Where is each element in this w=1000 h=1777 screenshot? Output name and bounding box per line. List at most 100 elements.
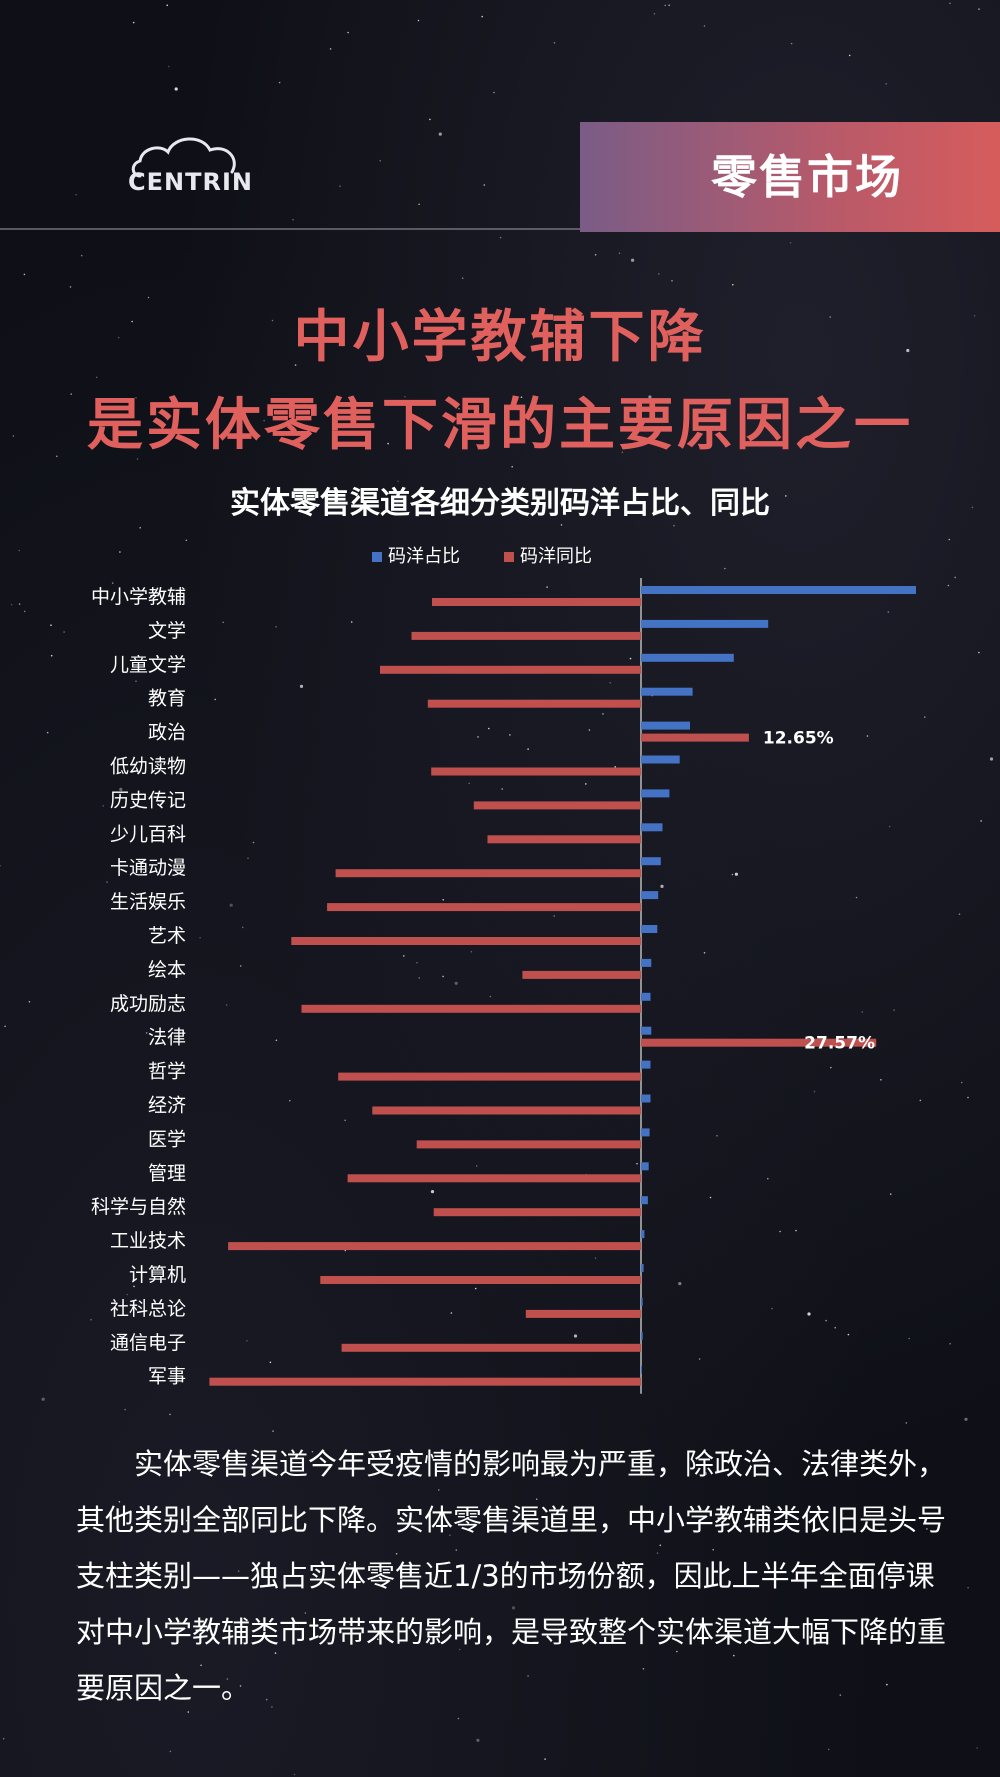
category-label: 低幼读物 — [110, 756, 186, 778]
yoy-bar — [338, 1072, 641, 1081]
star — [274, 1652, 277, 1654]
star — [396, 503, 399, 506]
star — [133, 1285, 135, 1288]
star — [618, 252, 621, 255]
star — [185, 1519, 188, 1522]
centrin-logo: CENTRIN — [122, 128, 262, 218]
category-label: 中小学教辅 — [91, 586, 186, 608]
star — [636, 1162, 638, 1165]
star — [789, 242, 792, 244]
star — [908, 1337, 910, 1340]
bar-chart: 码洋占比 码洋同比中小学教辅文学儿童文学教育政治低幼读物历史传记少儿百科卡通动漫生… — [91, 546, 916, 1394]
star — [731, 873, 734, 876]
star — [958, 913, 961, 915]
star — [767, 1177, 769, 1180]
star — [139, 527, 141, 529]
star — [10, 603, 13, 606]
star — [926, 1528, 928, 1530]
share-bar — [641, 1060, 651, 1069]
star — [866, 735, 869, 737]
star — [553, 915, 555, 917]
star — [628, 420, 631, 423]
star — [247, 857, 249, 859]
star — [989, 757, 994, 761]
star — [501, 788, 504, 790]
star — [565, 324, 568, 327]
star — [132, 21, 135, 24]
share-bar — [641, 823, 663, 832]
yoy-bar — [433, 1208, 641, 1217]
star — [660, 884, 664, 889]
star — [183, 1167, 185, 1170]
star — [95, 376, 98, 379]
share-bar — [641, 1196, 648, 1205]
headline-line-1: 中小学教辅下降 — [293, 305, 707, 370]
star — [455, 1549, 458, 1551]
star — [614, 766, 616, 768]
star — [131, 320, 133, 323]
star — [709, 1196, 712, 1199]
cloud-icon — [131, 137, 236, 178]
star — [785, 495, 787, 497]
star — [664, 4, 666, 7]
star — [233, 436, 236, 439]
star — [299, 684, 304, 689]
star — [304, 1612, 307, 1614]
star — [135, 680, 137, 682]
star — [703, 952, 706, 954]
star — [949, 1342, 951, 1345]
category-label: 文学 — [148, 620, 186, 642]
star — [119, 787, 123, 792]
star — [126, 1293, 128, 1296]
category-label: 生活娱乐 — [110, 891, 186, 913]
star — [602, 713, 604, 715]
star — [493, 91, 495, 94]
star — [698, 1358, 701, 1360]
star — [269, 1361, 272, 1364]
star — [289, 1099, 291, 1102]
star — [187, 1711, 190, 1713]
star — [476, 1738, 480, 1742]
yoy-bar — [347, 1174, 641, 1183]
star — [461, 277, 464, 280]
star — [861, 1011, 864, 1013]
star — [294, 364, 297, 366]
category-label: 绘本 — [148, 959, 186, 981]
star — [418, 977, 421, 979]
yoy-bar — [228, 1242, 641, 1251]
star — [63, 631, 65, 633]
legend-label: 码洋同比 — [520, 546, 592, 567]
category-label: 管理 — [148, 1162, 186, 1184]
category-label: 工业技术 — [110, 1230, 186, 1252]
star — [795, 1229, 797, 1232]
star — [23, 610, 26, 613]
star — [167, 65, 170, 68]
star — [609, 682, 611, 684]
star — [829, 316, 831, 318]
star — [200, 1664, 202, 1667]
share-bar — [641, 1264, 644, 1272]
category-label: 科学与自然 — [91, 1196, 186, 1218]
star — [544, 1758, 546, 1760]
star — [239, 965, 242, 967]
star — [454, 981, 458, 985]
star — [449, 1534, 451, 1536]
share-bar — [641, 1331, 643, 1340]
star — [771, 1307, 773, 1310]
star — [546, 586, 548, 588]
star — [428, 1635, 431, 1637]
share-bar — [641, 1128, 650, 1137]
star — [349, 1563, 351, 1566]
share-bar — [641, 958, 652, 967]
star — [4, 1025, 6, 1028]
star — [536, 495, 538, 497]
star — [964, 1417, 968, 1421]
star — [536, 1475, 538, 1477]
star — [379, 159, 382, 162]
star — [222, 621, 224, 624]
star — [50, 624, 52, 626]
star — [154, 1062, 157, 1064]
star — [225, 1004, 228, 1006]
star — [671, 279, 673, 282]
share-bar — [641, 992, 651, 1001]
